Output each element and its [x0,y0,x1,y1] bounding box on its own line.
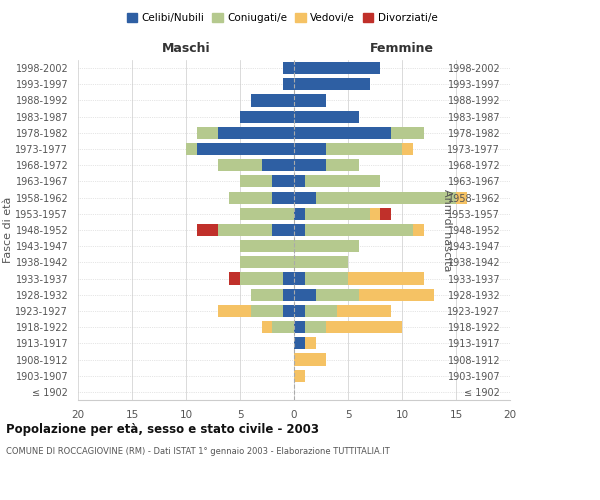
Bar [218,127,294,139]
Bar [337,305,391,317]
Bar [316,288,359,301]
Bar [262,321,272,333]
Bar [251,305,283,317]
Bar [272,224,294,236]
Bar [456,192,467,203]
Bar [229,192,272,203]
Y-axis label: Anni di nascita: Anni di nascita [442,188,452,271]
Y-axis label: Fasce di età: Fasce di età [2,197,13,263]
Bar [326,143,402,155]
Legend: Celibi/Nubili, Coniugati/e, Vedovi/e, Divorziati/e: Celibi/Nubili, Coniugati/e, Vedovi/e, Di… [124,10,440,26]
Text: Femmine: Femmine [370,42,434,55]
Bar [240,240,294,252]
Bar [283,78,294,90]
Bar [326,321,402,333]
Bar [272,192,294,203]
Bar [294,256,348,268]
Bar [294,240,359,252]
Bar [294,288,316,301]
Bar [294,272,305,284]
Bar [294,159,326,172]
Bar [283,272,294,284]
Bar [218,305,251,317]
Bar [294,62,380,74]
Bar [240,272,283,284]
Bar [197,224,218,236]
Bar [294,192,316,203]
Bar [240,176,272,188]
Bar [294,176,305,188]
Bar [294,78,370,90]
Bar [186,143,197,155]
Bar [218,159,262,172]
Bar [240,110,294,122]
Bar [294,321,305,333]
Bar [413,224,424,236]
Bar [305,321,326,333]
Bar [326,159,359,172]
Bar [348,272,424,284]
Bar [283,288,294,301]
Bar [272,176,294,188]
Bar [380,208,391,220]
Bar [197,143,294,155]
Bar [370,208,380,220]
Bar [359,288,434,301]
Bar [294,127,391,139]
Bar [240,208,294,220]
Bar [294,305,305,317]
Bar [197,127,218,139]
Text: Popolazione per età, sesso e stato civile - 2003: Popolazione per età, sesso e stato civil… [6,422,319,436]
Bar [294,338,305,349]
Bar [294,143,326,155]
Bar [294,208,305,220]
Bar [305,176,380,188]
Bar [251,288,283,301]
Bar [402,143,413,155]
Text: Maschi: Maschi [161,42,211,55]
Bar [305,305,337,317]
Bar [294,370,305,382]
Bar [262,159,294,172]
Bar [294,94,326,106]
Bar [391,127,424,139]
Bar [251,94,294,106]
Text: COMUNE DI ROCCAGIOVINE (RM) - Dati ISTAT 1° gennaio 2003 - Elaborazione TUTTITAL: COMUNE DI ROCCAGIOVINE (RM) - Dati ISTAT… [6,448,390,456]
Bar [305,224,413,236]
Bar [305,338,316,349]
Bar [283,305,294,317]
Bar [240,256,294,268]
Bar [218,224,272,236]
Bar [305,208,370,220]
Bar [272,321,294,333]
Bar [305,272,348,284]
Bar [294,224,305,236]
Bar [316,192,456,203]
Bar [294,110,359,122]
Bar [294,354,326,366]
Bar [283,62,294,74]
Bar [229,272,240,284]
